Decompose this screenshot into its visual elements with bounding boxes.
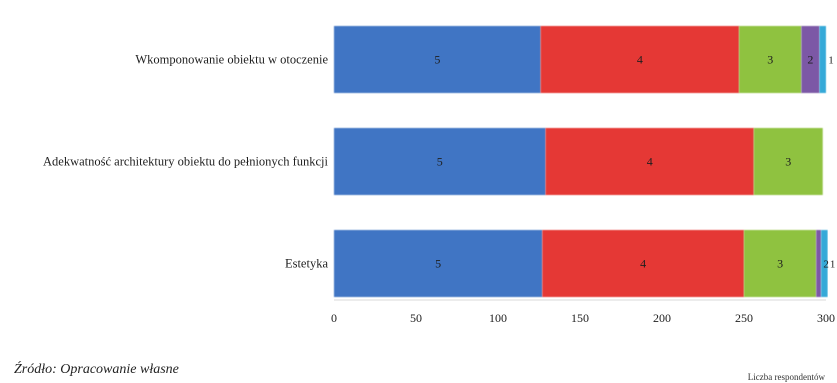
segment-label-estetyka-series-2: 2 xyxy=(823,259,829,271)
x-tick-label-150: 150 xyxy=(571,311,589,325)
bar-adekwatnosc-architektury-obiektu-do-pelnionych-funkcji-series-4 xyxy=(545,128,754,195)
bar-estetyka-series-1 xyxy=(821,230,828,297)
segment-label-wkomponowanie-obiektu-w-otoczenie-series-2: 2 xyxy=(807,53,813,67)
bars-group xyxy=(334,26,828,297)
segment-label-wkomponowanie-obiektu-w-otoczenie-series-1: 1 xyxy=(828,55,834,67)
segment-label-adekwatnosc-architektury-obiektu-do-pelnionych-funkcji-series-3: 3 xyxy=(785,155,791,169)
bar-wkomponowanie-obiektu-w-otoczenie-series-1 xyxy=(819,26,826,93)
x-tick-label-200: 200 xyxy=(653,311,671,325)
segment-label-wkomponowanie-obiektu-w-otoczenie-series-3: 3 xyxy=(767,53,773,67)
x-tick-label-50: 50 xyxy=(410,311,422,325)
segment-label-adekwatnosc-architektury-obiektu-do-pelnionych-funkcji-series-5: 5 xyxy=(437,155,443,169)
bar-wkomponowanie-obiektu-w-otoczenie-series-2 xyxy=(801,26,820,93)
bar-adekwatnosc-architektury-obiektu-do-pelnionych-funkcji-series-5 xyxy=(334,128,546,195)
segment-label-adekwatnosc-architektury-obiektu-do-pelnionych-funkcji-series-4: 4 xyxy=(647,155,653,169)
x-tick-label-100: 100 xyxy=(489,311,507,325)
segment-labels-group: 5 4 3 2 15 4 35 4 3 2 1 xyxy=(434,53,835,271)
x-tick-label-250: 250 xyxy=(735,311,753,325)
category-label-adekwatnosc-architektury-obiektu-do-pelnionych-funkcji: Adekwatność architektury obiektu do pełn… xyxy=(43,155,329,169)
bar-wkomponowanie-obiektu-w-otoczenie-series-4 xyxy=(540,26,740,93)
x-tick-label-0: 0 xyxy=(331,311,337,325)
bar-wkomponowanie-obiektu-w-otoczenie-series-3 xyxy=(739,26,802,93)
segment-label-wkomponowanie-obiektu-w-otoczenie-series-5: 5 xyxy=(434,53,440,67)
segment-label-estetyka-series-1: 1 xyxy=(830,259,836,271)
segment-label-estetyka-series-5: 5 xyxy=(435,257,441,271)
source-note: Źródło: Opracowanie własne xyxy=(14,362,179,377)
x-axis-ticks-group: 0 50 100 150 200 250 300 xyxy=(331,311,835,325)
bar-estetyka-series-3 xyxy=(744,230,817,297)
bar-estetyka-series-2 xyxy=(816,230,822,297)
segment-label-estetyka-series-4: 4 xyxy=(640,257,646,271)
bar-estetyka-series-5 xyxy=(334,230,543,297)
x-axis-label: Liczba respondentów xyxy=(748,372,826,382)
category-label-wkomponowanie-obiektu-w-otoczenie: Wkomponowanie obiektu w otoczenie xyxy=(135,53,328,67)
x-tick-label-300: 300 xyxy=(817,311,835,325)
category-labels-group: Wkomponowanie obiektu w otoczenie Adekwat… xyxy=(43,53,329,271)
segment-label-wkomponowanie-obiektu-w-otoczenie-series-4: 4 xyxy=(637,53,643,67)
bar-wkomponowanie-obiektu-w-otoczenie-series-5 xyxy=(334,26,541,93)
category-label-estetyka: Estetyka xyxy=(285,257,328,271)
bar-estetyka-series-4 xyxy=(542,230,744,297)
bar-adekwatnosc-architektury-obiektu-do-pelnionych-funkcji-series-3 xyxy=(753,128,823,195)
segment-label-estetyka-series-3: 3 xyxy=(777,257,783,271)
